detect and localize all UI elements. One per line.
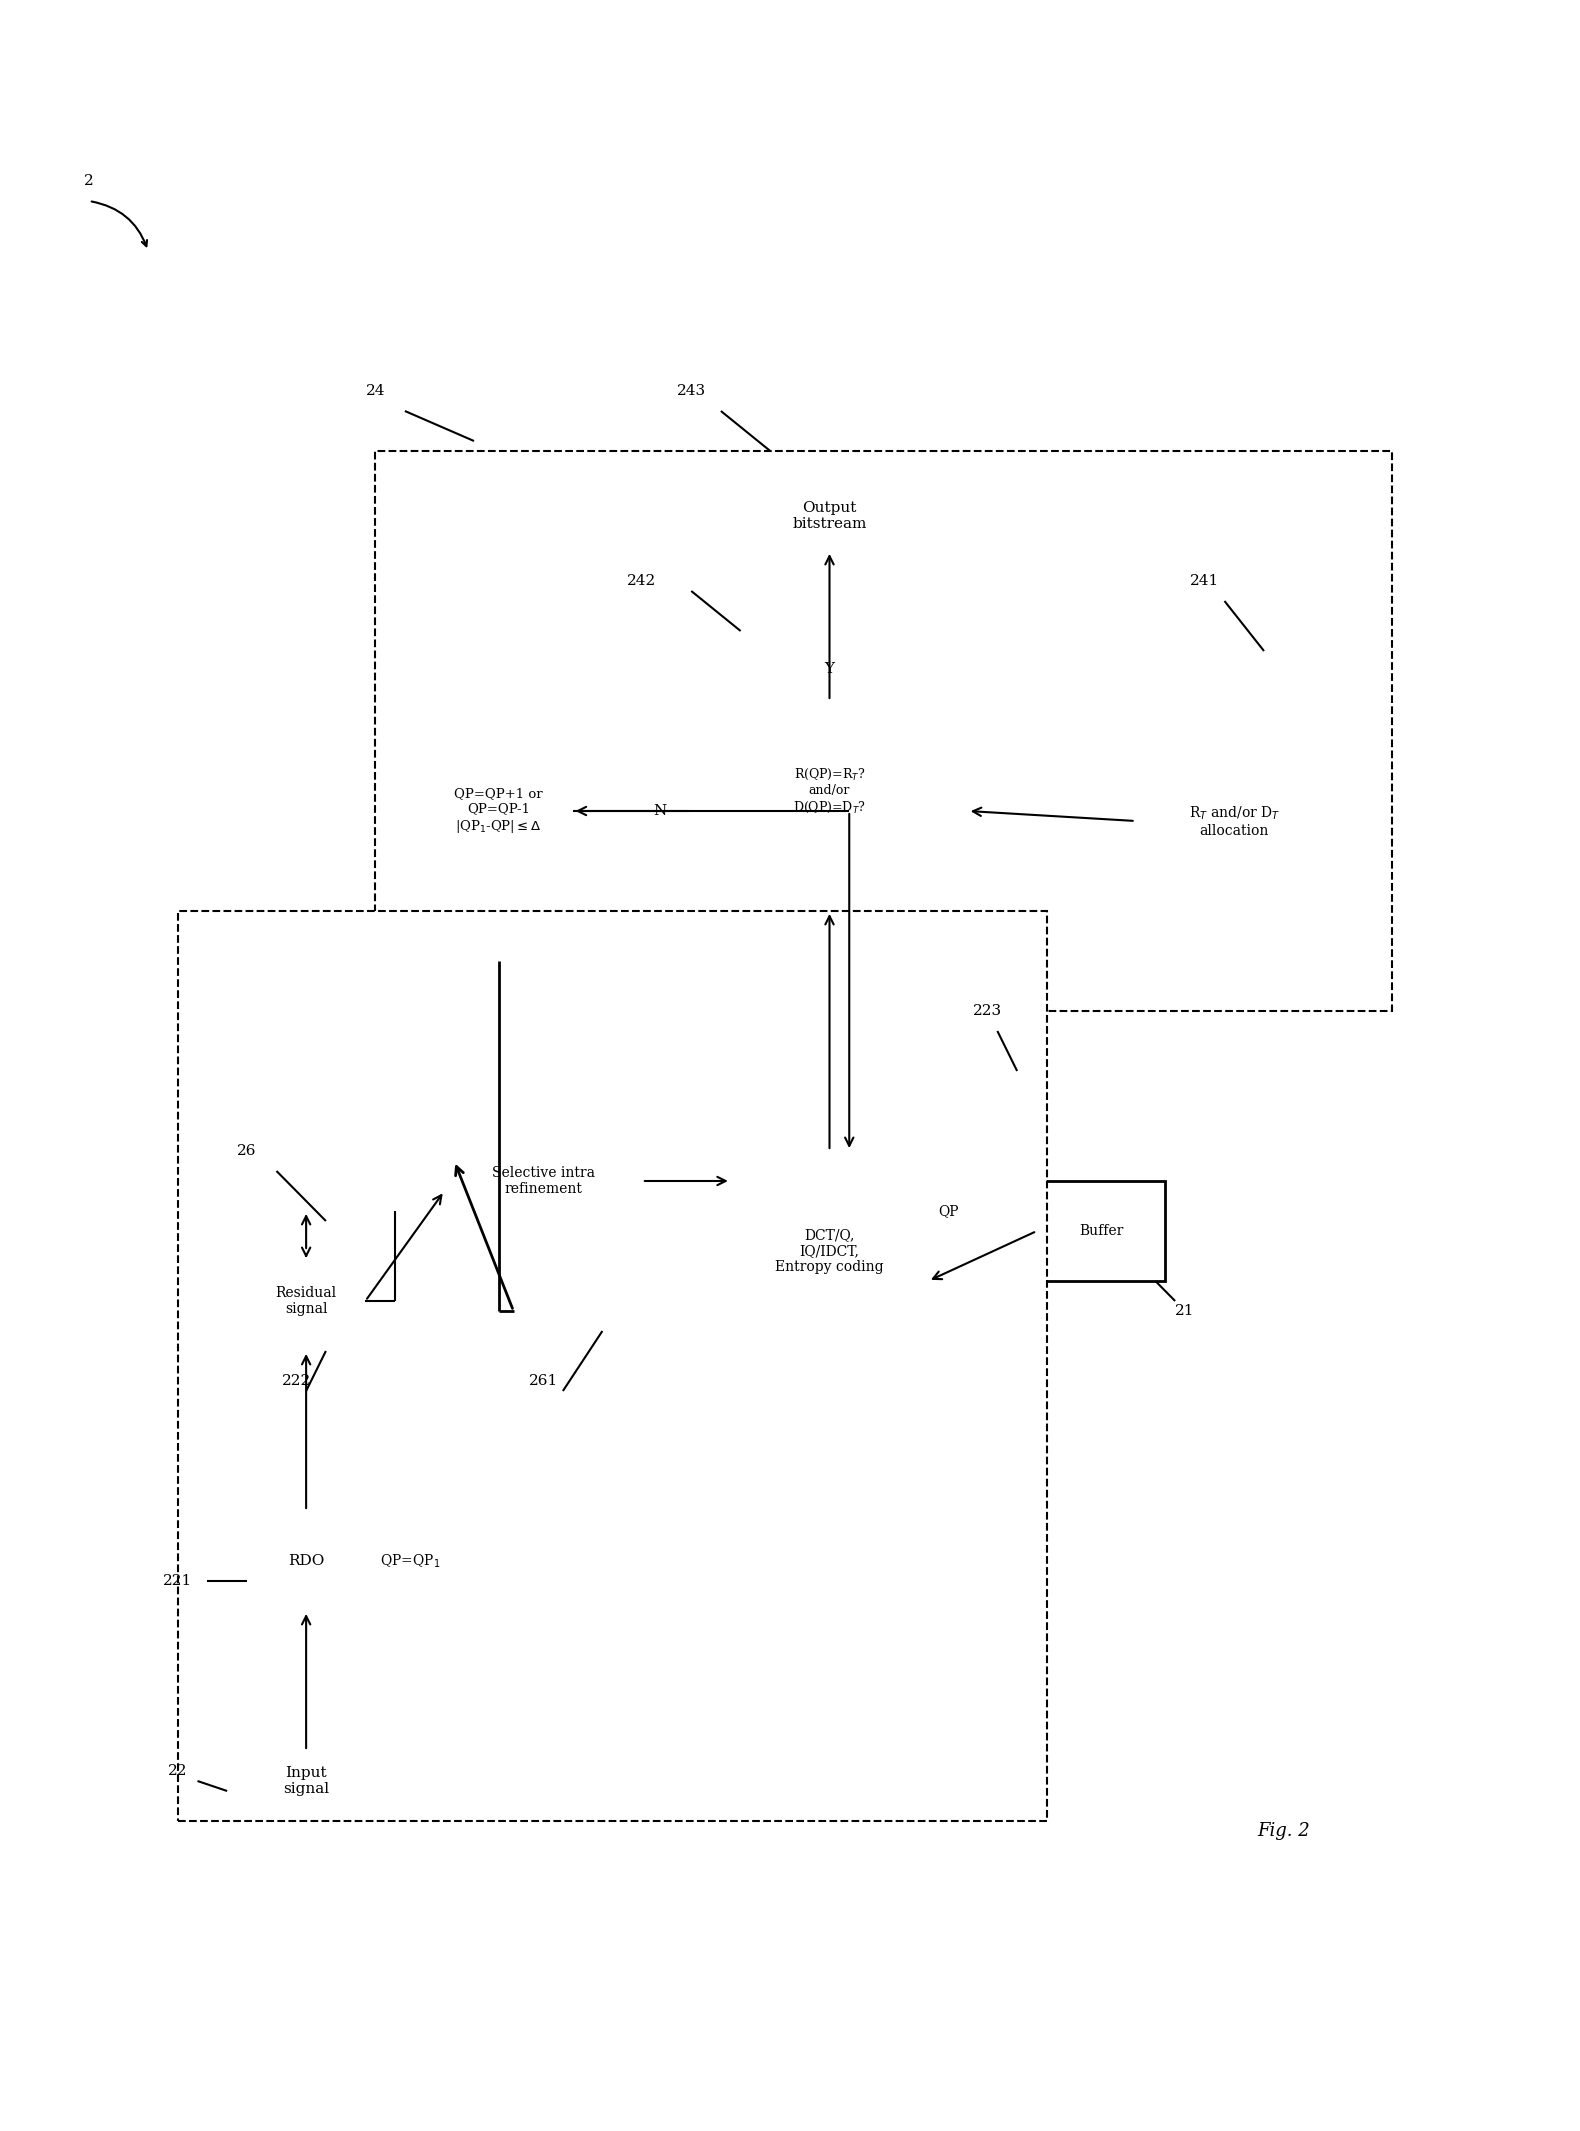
Text: 21: 21 bbox=[1176, 1304, 1194, 1317]
Bar bbox=[730, 1151, 929, 1351]
Text: QP=QP$_1$: QP=QP$_1$ bbox=[381, 1551, 441, 1571]
Polygon shape bbox=[692, 701, 967, 921]
Bar bbox=[395, 991, 988, 1332]
Text: Y: Y bbox=[825, 663, 834, 676]
Text: 241: 241 bbox=[1190, 573, 1220, 588]
Text: 261: 261 bbox=[528, 1374, 558, 1387]
Text: Fig. 2: Fig. 2 bbox=[1258, 1822, 1310, 1839]
Text: R$_T$ and/or D$_T$
allocation: R$_T$ and/or D$_T$ allocation bbox=[1188, 803, 1280, 837]
Text: 221: 221 bbox=[163, 1575, 193, 1588]
Text: 242: 242 bbox=[627, 573, 657, 588]
Text: 222: 222 bbox=[281, 1374, 311, 1387]
Text: Selective intra
refinement: Selective intra refinement bbox=[491, 1166, 594, 1195]
Text: 243: 243 bbox=[676, 384, 706, 398]
Text: N: N bbox=[653, 803, 667, 818]
Text: 2: 2 bbox=[84, 175, 93, 188]
Text: Input
signal: Input signal bbox=[283, 1767, 329, 1796]
Bar bbox=[376, 452, 1392, 1010]
Text: Residual
signal: Residual signal bbox=[275, 1285, 337, 1317]
Text: QP: QP bbox=[939, 1204, 959, 1219]
Text: Buffer: Buffer bbox=[1079, 1223, 1123, 1238]
Text: QP=QP+1 or
QP=QP-1
|QP$_1$-QP|$\leq$$\Delta$: QP=QP+1 or QP=QP-1 |QP$_1$-QP|$\leq$$\De… bbox=[455, 786, 544, 835]
Text: 22: 22 bbox=[167, 1764, 188, 1777]
Text: 223: 223 bbox=[973, 1004, 1002, 1019]
Text: 24: 24 bbox=[365, 384, 386, 398]
Bar bbox=[246, 1251, 365, 1351]
Text: 26: 26 bbox=[237, 1144, 256, 1157]
Text: DCT/Q,
IQ/IDCT,
Entropy coding: DCT/Q, IQ/IDCT, Entropy coding bbox=[776, 1227, 883, 1274]
Bar bbox=[1136, 712, 1334, 931]
Bar bbox=[177, 910, 1046, 1822]
Bar bbox=[444, 1091, 641, 1270]
Text: R(QP)=R$_T$?
and/or
D(QP)=D$_T$?: R(QP)=R$_T$? and/or D(QP)=D$_T$? bbox=[793, 767, 866, 814]
Bar bbox=[425, 661, 572, 961]
Text: Output
bitstream: Output bitstream bbox=[792, 501, 867, 531]
Bar bbox=[1036, 1181, 1166, 1281]
Text: RDO: RDO bbox=[288, 1553, 324, 1568]
Bar bbox=[246, 1511, 365, 1611]
